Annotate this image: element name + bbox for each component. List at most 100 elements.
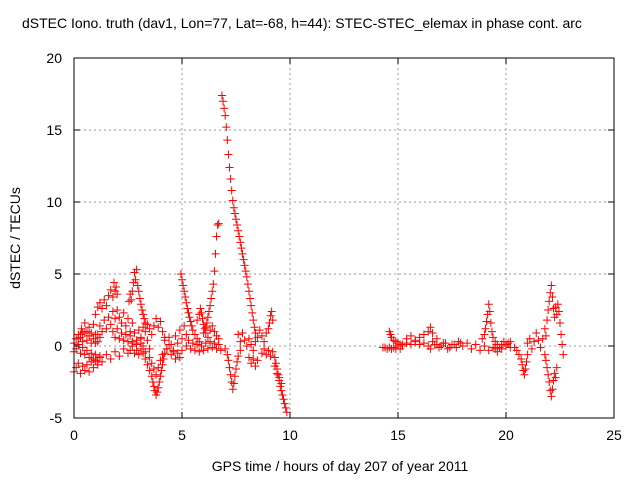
- data-point: [514, 350, 523, 359]
- data-point: [540, 350, 549, 359]
- data-point: [517, 354, 526, 363]
- data-point: [130, 329, 139, 338]
- data-point: [435, 343, 444, 352]
- data-point: [193, 340, 202, 349]
- x-tick-label: 15: [390, 427, 406, 443]
- data-point: [82, 346, 91, 355]
- data-point: [98, 327, 107, 336]
- data-point: [430, 340, 439, 349]
- data-point: [87, 349, 96, 358]
- data-point: [270, 353, 279, 362]
- data-point: [179, 281, 188, 290]
- data-point: [391, 337, 400, 346]
- data-point: [106, 285, 115, 294]
- data-point: [249, 316, 258, 325]
- data-point: [193, 316, 202, 325]
- data-point: [452, 343, 461, 352]
- data-point: [491, 337, 500, 346]
- data-point: [134, 326, 143, 335]
- data-point: [155, 378, 164, 386]
- data-point: [223, 136, 232, 145]
- data-point: [246, 294, 255, 303]
- data-point: [212, 344, 221, 353]
- data-point: [540, 324, 549, 333]
- data-point: [428, 329, 437, 338]
- data-point: [111, 333, 120, 342]
- data-point: [78, 329, 87, 338]
- data-point: [268, 347, 277, 356]
- data-point: [240, 261, 249, 270]
- data-point: [545, 297, 554, 306]
- data-point: [85, 323, 94, 332]
- data-point: [211, 249, 220, 258]
- data-point: [147, 372, 156, 381]
- data-point: [171, 354, 180, 363]
- data-point: [156, 372, 165, 381]
- data-point: [132, 265, 141, 274]
- data-point: [544, 306, 553, 314]
- data-point: [244, 287, 253, 296]
- data-point: [108, 327, 117, 336]
- data-point: [219, 97, 228, 106]
- data-point: [121, 330, 130, 339]
- data-point: [203, 333, 212, 342]
- data-point: [216, 346, 225, 355]
- data-point: [277, 379, 286, 388]
- data-point: [467, 344, 476, 353]
- data-point: [251, 329, 260, 338]
- data-point: [159, 354, 168, 363]
- data-point: [201, 339, 210, 348]
- data-point: [489, 333, 498, 342]
- data-point: [419, 330, 428, 339]
- data-point: [275, 373, 284, 382]
- x-axis-label: GPS time / hours of day 207 of year 2011: [212, 458, 469, 474]
- data-point: [224, 150, 233, 159]
- data-point: [234, 226, 243, 235]
- data-point: [183, 304, 192, 313]
- data-point: [200, 324, 209, 333]
- data-point: [210, 267, 219, 276]
- data-point: [145, 366, 154, 375]
- data-point: [527, 344, 536, 353]
- data-point: [278, 390, 287, 399]
- data-point: [487, 327, 496, 336]
- data-point: [264, 324, 273, 333]
- data-point: [521, 365, 530, 374]
- data-point: [543, 316, 552, 325]
- data-point: [206, 326, 215, 335]
- data-point: [233, 221, 242, 230]
- data-point: [260, 344, 269, 353]
- chart-title: dSTEC Iono. truth (dav1, Lon=77, Lat=-68…: [22, 15, 582, 31]
- data-point: [91, 339, 100, 348]
- data-point: [182, 342, 191, 350]
- x-tick-label: 25: [606, 427, 622, 443]
- data-point: [223, 350, 232, 359]
- data-point: [493, 347, 502, 356]
- data-point: [389, 343, 398, 352]
- data-point: [113, 306, 122, 314]
- data-point: [432, 334, 441, 343]
- data-point: [76, 349, 85, 358]
- data-point: [471, 340, 480, 349]
- data-point: [257, 331, 266, 340]
- data-point: [481, 324, 490, 333]
- data-point: [480, 330, 489, 339]
- data-point: [173, 349, 182, 358]
- data-point: [406, 331, 415, 340]
- data-point: [280, 399, 289, 408]
- data-point: [201, 323, 210, 332]
- data-point: [87, 329, 96, 338]
- data-point: [206, 337, 215, 346]
- data-point: [244, 353, 253, 362]
- data-point: [141, 347, 150, 356]
- data-point: [262, 329, 271, 338]
- x-tick-label: 20: [498, 427, 514, 443]
- data-point: [187, 321, 196, 330]
- data-point: [532, 329, 541, 338]
- x-ticks: 0 5 10 15 20 25: [70, 58, 622, 443]
- data-point: [89, 354, 98, 363]
- data-point: [273, 369, 282, 378]
- data-point: [519, 366, 528, 375]
- data-point: [520, 370, 529, 379]
